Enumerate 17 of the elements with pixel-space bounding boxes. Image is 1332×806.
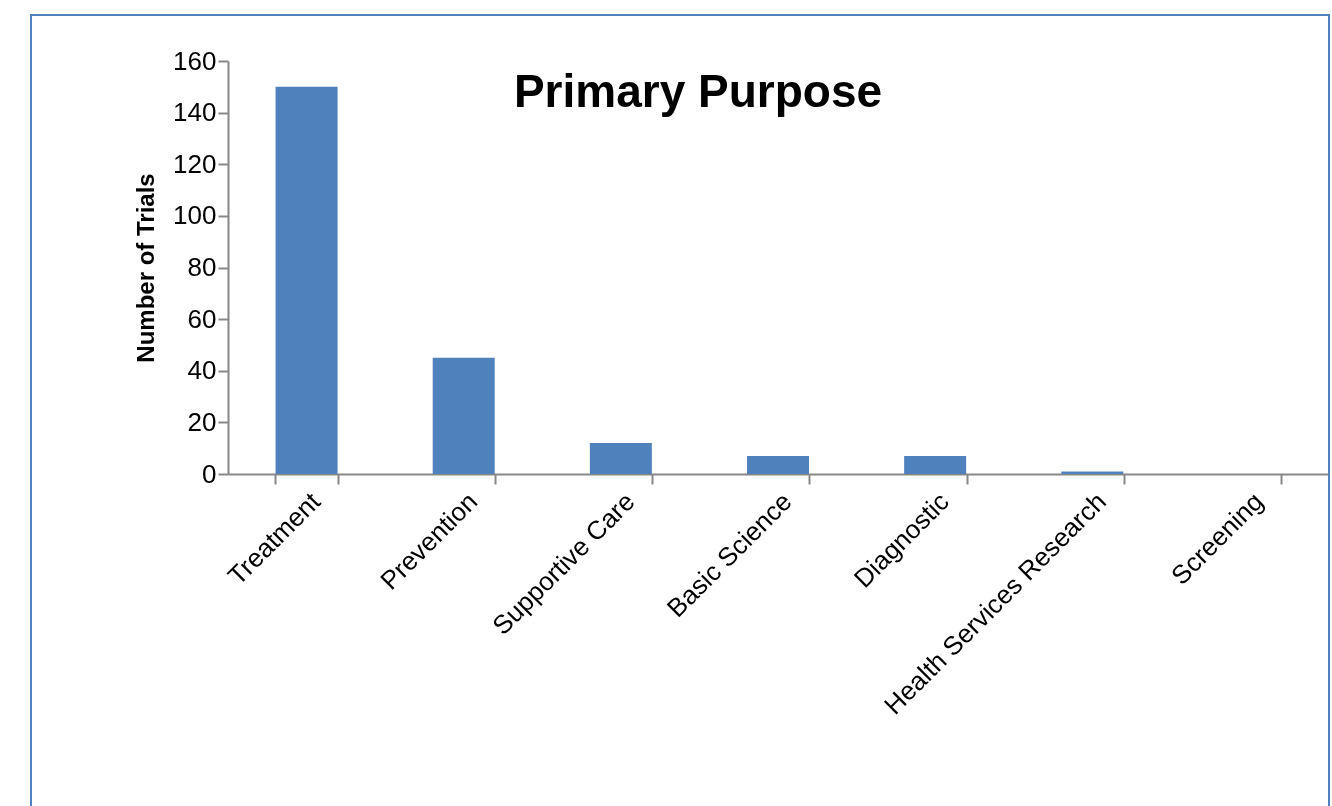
chart-title: Primary Purpose [513,65,883,117]
y-axis-title: Number of Trials [132,173,160,363]
y-tick-label: 100 [173,200,217,231]
y-tick-label: 140 [173,97,217,128]
y-tick-label: 20 [187,406,217,437]
bar [1061,471,1124,474]
bar [275,86,338,474]
y-tick-label: 120 [173,148,217,179]
y-tick-label: 0 [202,458,217,489]
bar [432,357,495,474]
y-tick-label: 80 [187,252,217,282]
y-tick-label: 40 [187,355,217,386]
bar [747,455,809,474]
bar [904,455,967,474]
bar [589,443,652,474]
y-tick-label: 160 [173,45,217,76]
y-tick-label: 60 [187,303,217,334]
